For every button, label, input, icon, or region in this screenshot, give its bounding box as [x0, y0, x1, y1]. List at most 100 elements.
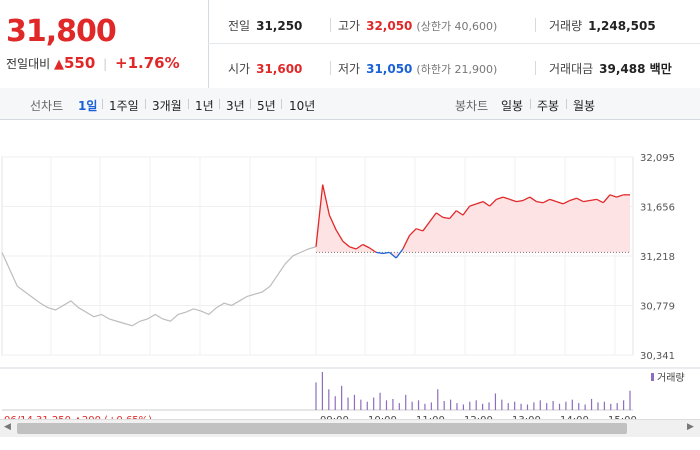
tab-10y[interactable]: 10년 — [289, 99, 316, 113]
price-segment — [315, 184, 324, 247]
price-segment — [402, 235, 411, 250]
y-tick-label: 32,095 — [640, 153, 675, 164]
open-label: 시가 — [228, 62, 251, 76]
price-segment — [609, 194, 617, 198]
price-segment — [422, 221, 431, 232]
x-tick-label: 14:00 — [560, 415, 589, 420]
price-segment — [583, 199, 591, 203]
tab-divider — [102, 99, 103, 109]
low-value: 31,050 — [366, 62, 413, 76]
price-segment — [489, 198, 497, 207]
x-tick-label: 13:00 — [512, 415, 541, 420]
tab-1w[interactable]: 1주일 — [109, 99, 139, 113]
candle-chart-label: 봉차트 — [455, 99, 489, 113]
volume-legend-label: 거래량 — [657, 372, 685, 384]
quote-panel: 31,800 전일대비 ▲550 | +1.76% 전일 31,250 고가 32,… — [0, 0, 700, 89]
chart-tabs: 선차트 1일 1주일 3개월 1년 3년 5년 10년 봉차트 일봉 주봉 월봉 — [0, 88, 700, 120]
price-segment — [342, 240, 350, 248]
price-segment — [509, 198, 517, 203]
prev-day-info: 06/14 31,250 ▲200 (+0.65%) — [4, 415, 152, 420]
chart-scrollbar[interactable]: ◀ ▶ — [0, 419, 700, 437]
change-separator: | — [103, 57, 108, 71]
divider — [330, 61, 331, 75]
price-segment — [409, 228, 417, 236]
amount-value: 39,488 백만 — [599, 62, 672, 76]
tab-3m[interactable]: 3개월 — [152, 99, 182, 113]
price-segment — [576, 197, 584, 203]
price-segment — [616, 194, 624, 198]
price-segment — [476, 200, 484, 205]
tab-divider — [566, 99, 567, 109]
tab-5y[interactable]: 5년 — [257, 99, 276, 113]
scroll-thumb[interactable] — [17, 423, 627, 434]
price-segment — [322, 184, 330, 216]
price-segment — [556, 200, 564, 205]
arrow-right-icon[interactable]: ▶ — [687, 422, 694, 432]
y-tick-label: 30,779 — [640, 302, 675, 313]
tab-divider — [281, 99, 282, 109]
price-segment — [462, 205, 471, 216]
volume-label: 거래량 — [549, 19, 583, 33]
price-segment — [435, 212, 444, 218]
prev-close-label: 전일 — [228, 19, 251, 33]
price-segment — [549, 198, 557, 203]
tab-1y[interactable]: 1년 — [195, 99, 214, 113]
gain-area — [316, 184, 630, 259]
price-segment — [589, 198, 597, 202]
tab-1d[interactable]: 1일 — [78, 99, 98, 113]
y-tick-label: 31,218 — [640, 252, 675, 263]
tab-daily[interactable]: 일봉 — [501, 99, 524, 113]
price-segment — [429, 212, 437, 223]
change-percent: +1.76% — [115, 54, 180, 72]
price-segment — [455, 210, 464, 216]
x-tick-label: 09:00 — [320, 415, 349, 420]
divider — [535, 61, 536, 75]
x-tick-label: 15:00 — [608, 415, 637, 420]
price-segment — [602, 194, 611, 204]
price-segment — [516, 199, 524, 203]
y-tick-label: 30,341 — [640, 351, 675, 362]
y-tick-label: 31,656 — [640, 203, 675, 214]
price-segment — [469, 203, 477, 207]
x-tick-label: 11:00 — [416, 415, 445, 420]
row-divider — [208, 43, 700, 44]
lower-limit: (하한가 21,900) — [416, 63, 498, 76]
price-segment — [349, 246, 357, 250]
open-value: 31,600 — [256, 62, 303, 76]
price-segment — [569, 197, 577, 202]
price-segment — [449, 210, 457, 219]
price-segment — [529, 196, 537, 203]
tab-3y[interactable]: 3년 — [226, 99, 245, 113]
high-value: 32,050 — [366, 19, 413, 33]
price-segment — [522, 196, 531, 202]
high-price: 고가 32,050 (상한가 40,600) — [338, 17, 497, 34]
low-label: 저가 — [338, 62, 361, 76]
price-segment — [362, 243, 370, 249]
low-price: 저가 31,050 (하한가 21,900) — [338, 60, 497, 77]
price-segment — [482, 201, 491, 207]
price-segment — [542, 198, 551, 204]
x-tick-label: 10:00 — [368, 415, 397, 420]
divider — [330, 18, 331, 32]
price-change: 전일대비 ▲550 | +1.76% — [6, 54, 180, 72]
line-chart-label: 선차트 — [30, 99, 64, 113]
tab-weekly[interactable]: 주봉 — [537, 99, 560, 113]
tab-divider — [250, 99, 251, 109]
price-segment — [382, 251, 390, 255]
arrow-left-icon[interactable]: ◀ — [4, 422, 11, 432]
high-label: 고가 — [338, 19, 361, 33]
price-chart: 32,095 31,656 31,218 30,779 30,341 거래량 09:00 10… — [0, 153, 700, 420]
price-segment — [389, 251, 397, 259]
volume-value: 1,248,505 — [588, 19, 656, 33]
price-segment — [496, 196, 504, 200]
prev-day-line — [1, 246, 317, 327]
price-segment — [562, 199, 571, 205]
price-segment — [328, 214, 337, 231]
up-triangle-icon: ▲ — [54, 57, 64, 72]
price-segment — [369, 247, 377, 253]
price-segment — [416, 228, 424, 232]
tab-monthly[interactable]: 월봉 — [573, 99, 596, 113]
price-segment — [376, 251, 383, 255]
price-segment — [335, 229, 344, 242]
current-price: 31,800 — [6, 14, 117, 49]
